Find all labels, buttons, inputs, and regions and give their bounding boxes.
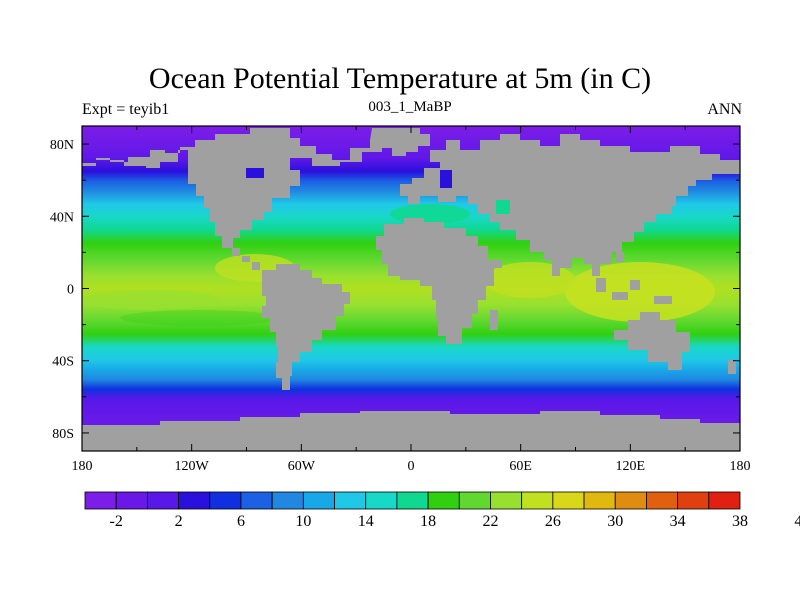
land-masses xyxy=(82,126,740,451)
greenland-landmass xyxy=(372,128,430,156)
y-axis-ticks xyxy=(82,143,740,434)
hudson-bay xyxy=(246,168,264,178)
colorbar-box xyxy=(646,491,679,510)
africa-landmass xyxy=(376,218,502,344)
y-tick-label: 40S xyxy=(52,355,74,370)
experiment-label: Expt = teyib1 xyxy=(82,101,170,118)
colorbar-box xyxy=(84,491,117,510)
colorbar-box xyxy=(115,491,148,510)
colorbar-box xyxy=(271,491,304,510)
antarctica-landmass xyxy=(82,411,740,451)
colorbar-box xyxy=(521,491,554,510)
colorbar-box xyxy=(240,491,273,510)
colorbar-label: 18 xyxy=(420,513,436,530)
colorbar-label: 10 xyxy=(295,513,311,530)
colorbar-box xyxy=(209,491,242,510)
colorbar-label: 22 xyxy=(482,513,498,530)
colorbar-label: 30 xyxy=(607,513,623,530)
colorbar-box xyxy=(583,491,616,510)
x-tick-label: 180 xyxy=(730,459,751,474)
y-tick-label: 80S xyxy=(52,427,74,442)
colorbar-box xyxy=(458,491,491,510)
baltic-sea xyxy=(440,170,452,188)
x-axis-tick-labels: 180 120W 60W 0 60E 120E 180 xyxy=(72,459,751,474)
colorbar-label: 42 xyxy=(794,513,800,530)
x-tick-label: 180 xyxy=(72,459,93,474)
x-axis-ticks xyxy=(81,126,741,451)
eurasia-landmass xyxy=(400,134,740,276)
season-label: ANN xyxy=(707,101,742,118)
colorbar xyxy=(84,491,741,510)
colorbar-label: 2 xyxy=(175,513,183,530)
colorbar-box xyxy=(396,491,429,510)
new-zealand-islands xyxy=(728,360,736,374)
x-tick-label: 60W xyxy=(288,459,316,474)
colorbar-label: 34 xyxy=(670,513,686,530)
colorbar-labels: -226101418222630343842 xyxy=(110,513,800,530)
colorbar-box xyxy=(614,491,647,510)
colorbar-box xyxy=(365,491,398,510)
maritime-continent xyxy=(596,252,672,304)
y-tick-label: 40N xyxy=(50,210,74,225)
colorbar-box xyxy=(178,491,211,510)
colorbar-label: 26 xyxy=(545,513,561,530)
y-tick-label: 80N xyxy=(50,138,74,153)
north-america-landmass xyxy=(82,126,300,270)
colorbar-label: 38 xyxy=(732,513,748,530)
madagascar-landmass xyxy=(490,310,498,330)
x-tick-label: 60E xyxy=(509,459,532,474)
colorbar-box xyxy=(552,491,585,510)
colorbar-box xyxy=(677,491,710,510)
colorbar-label: 6 xyxy=(237,513,245,530)
australia-landmass xyxy=(614,312,690,370)
colorbar-label: -2 xyxy=(110,513,123,530)
colorbar-box xyxy=(302,491,335,510)
plot-title: Ocean Potential Temperature at 5m (in C) xyxy=(148,62,652,95)
colorbar-box xyxy=(490,491,523,510)
x-tick-label: 120E xyxy=(616,459,646,474)
colorbar-box xyxy=(334,491,367,510)
y-tick-label: 0 xyxy=(67,283,74,298)
japan-islands xyxy=(662,200,672,214)
colorbar-box xyxy=(146,491,179,510)
south-america-landmass xyxy=(262,264,350,390)
y-axis-tick-labels: 80N 40N 0 40S 80S xyxy=(50,138,74,442)
caspian-basin xyxy=(496,200,510,214)
time-period-label: 003_1_MaBP xyxy=(368,99,452,115)
colorbar-box xyxy=(427,491,460,510)
colorbar-label: 14 xyxy=(358,513,374,530)
x-tick-label: 0 xyxy=(408,459,415,474)
x-tick-label: 120W xyxy=(175,459,210,474)
colorbar-box xyxy=(708,491,741,510)
